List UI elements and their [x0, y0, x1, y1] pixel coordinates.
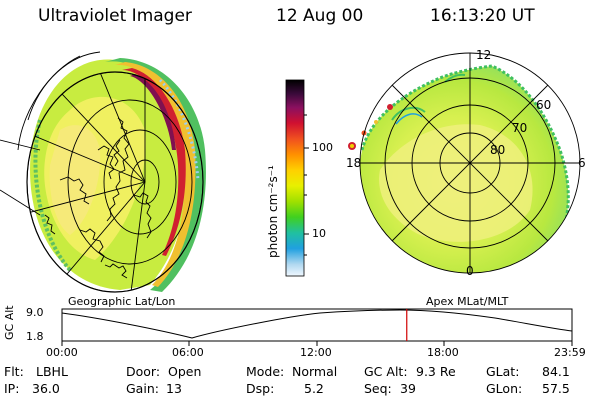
dsp-value: 5.2: [304, 381, 324, 396]
door-value: Open: [168, 364, 202, 379]
filter-label: Flt:: [4, 364, 24, 379]
altitude-xtick-0000: 00:00: [46, 346, 78, 359]
color-scale-bar: [285, 79, 309, 277]
mlt-label-18: 18: [346, 156, 362, 170]
altitude-plot: [61, 308, 573, 346]
mlt-label-0: 0: [466, 264, 474, 278]
mode-label: Mode:: [246, 364, 285, 379]
colorbar-unit-label: photon cm⁻²s⁻¹: [266, 165, 280, 258]
altitude-xtick-0600: 06:00: [172, 346, 204, 359]
altitude-ytick-1-8: 1.8: [26, 330, 44, 343]
gcalt-value: 9.3 Re: [416, 364, 456, 379]
glon-value: 57.5: [542, 381, 570, 396]
colorbar-label-10: 10: [312, 227, 326, 240]
lat-label-60: 60: [536, 98, 552, 112]
ip-label: IP:: [4, 381, 20, 396]
lat-label-80: 80: [490, 143, 506, 157]
gain-value: 13: [166, 381, 182, 396]
altitude-ylabel: GC Alt: [3, 305, 16, 340]
glat-value: 84.1: [542, 364, 570, 379]
altitude-xtick-1800: 18:00: [427, 346, 459, 359]
seq-value: 39: [400, 381, 416, 396]
right-panel-caption: Apex MLat/MLT: [426, 295, 509, 308]
ip-value: 36.0: [32, 381, 60, 396]
gcalt-label: GC Alt:: [364, 364, 408, 379]
filter-value: LBHL: [36, 364, 68, 379]
dsp-label: Dsp:: [246, 381, 275, 396]
colorbar-label-100: 100: [312, 141, 333, 154]
altitude-ytick-9: 9.0: [26, 306, 44, 319]
geographic-image: [0, 51, 206, 293]
glon-label: GLon:: [486, 381, 523, 396]
polar-image: [348, 52, 581, 274]
altitude-xtick-2359: 23:59: [554, 346, 586, 359]
left-panel-caption: Geographic Lat/Lon: [68, 295, 176, 308]
lat-label-70: 70: [512, 121, 528, 135]
gain-label: Gain:: [126, 381, 159, 396]
glat-label: GLat:: [486, 364, 520, 379]
altitude-xtick-1200: 12:00: [300, 346, 332, 359]
observation-time: 16:13:20 UT: [430, 6, 535, 26]
mlt-label-12: 12: [476, 48, 492, 62]
mode-value: Normal: [292, 364, 338, 379]
observation-date: 12 Aug 00: [276, 6, 364, 26]
seq-label: Seq:: [364, 381, 392, 396]
mlt-label-6: 6: [578, 156, 586, 170]
instrument-title: Ultraviolet Imager: [38, 6, 192, 26]
door-label: Door:: [126, 364, 161, 379]
